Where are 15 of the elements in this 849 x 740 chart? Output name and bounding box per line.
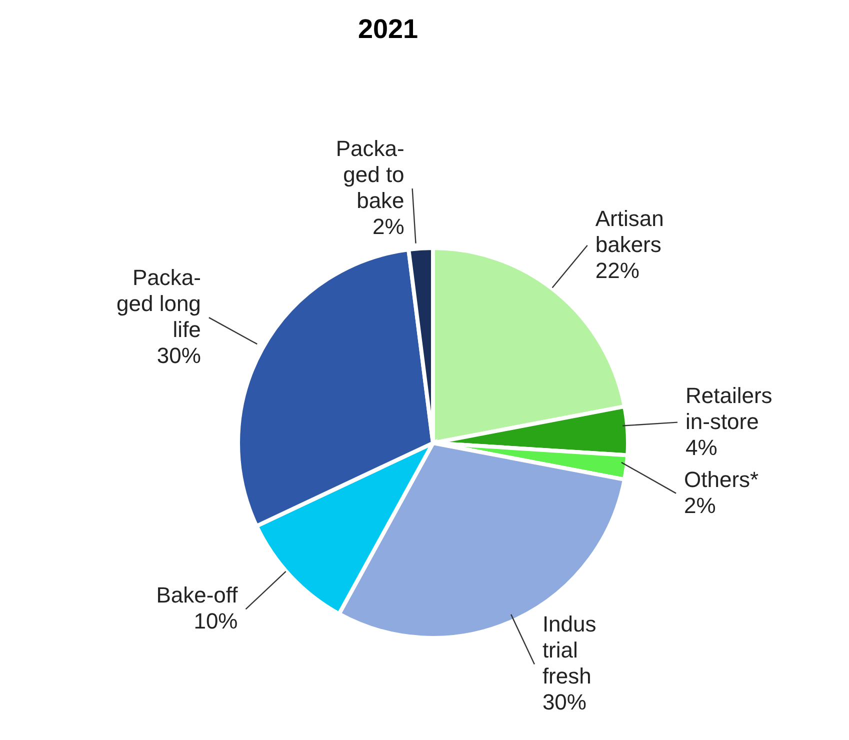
data-label: 2%: [372, 214, 404, 239]
slice-label: Others*: [684, 466, 760, 492]
data-label: 4%: [686, 434, 718, 460]
slice-label: Retailers in-store: [686, 382, 772, 434]
slice-label: Indus trial fresh: [542, 612, 596, 689]
data-label: 22%: [595, 258, 640, 283]
data-label: 30%: [542, 690, 586, 715]
slice-label: Bake-off: [156, 582, 239, 608]
slice-label: Artisan bakers: [595, 206, 664, 257]
slice-label: Packa- ged to bake: [336, 136, 404, 213]
data-label: 30%: [156, 343, 201, 368]
slice-label: Packa- ged long life: [116, 265, 201, 342]
data-label: 10%: [194, 608, 238, 634]
chart-title: 2021: [356, 14, 420, 45]
data-label: 2%: [684, 492, 716, 518]
